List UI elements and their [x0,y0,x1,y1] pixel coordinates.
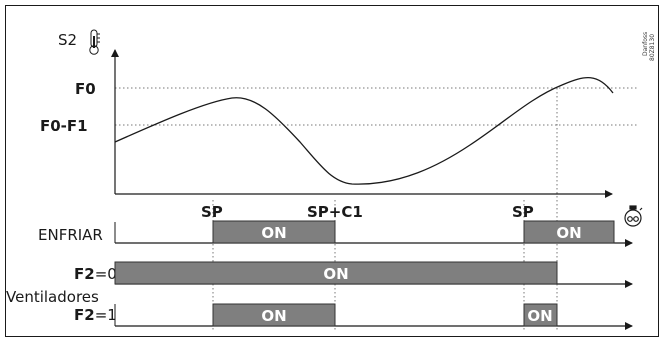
vendor-name: Danfoss [642,32,649,56]
f0-f1-label: F0-F1 [40,117,88,135]
f2-one-row-label: F2=1 [74,306,117,324]
thermometer-icon [89,29,100,55]
f2-one-on-label-2: ON [527,307,552,325]
cooling-row-label: ENFRIAR [38,226,103,244]
vendor-mark: Danfoss 80Z8130 [642,32,656,61]
f2-zero-row-label: F2=0 [74,265,117,283]
f2-one-on-label-1: ON [261,307,286,325]
guide-lines [115,87,638,332]
f2-one-on-bar-2 [523,303,558,327]
fans-heading: Ventiladores [6,288,99,306]
f2-zero-param: F2 [74,265,95,283]
cooling-on-bar-2 [523,220,615,244]
f2-zero-on-bar [114,261,558,285]
outer-border [5,5,659,337]
f2-zero-on-label: ON [323,265,348,283]
f2-one-value: =1 [95,306,117,324]
cooling-on-label-2: ON [556,224,581,242]
event-sp-second: SP [512,203,534,221]
cooling-on-label-1: ON [261,224,286,242]
stopwatch-icon [624,205,643,227]
f2-one-on-bar-1 [212,303,336,327]
f2-zero-value: =0 [95,265,117,283]
event-sp-c1: SP+C1 [307,203,363,221]
f0-label: F0 [75,80,96,98]
f2-one-param: F2 [74,306,95,324]
event-sp-first: SP [201,203,223,221]
sensor-label: S2 [58,31,77,49]
vendor-code: 80Z8130 [649,34,656,61]
cooling-on-bar-1 [212,220,336,244]
temperature-curve [114,77,614,185]
